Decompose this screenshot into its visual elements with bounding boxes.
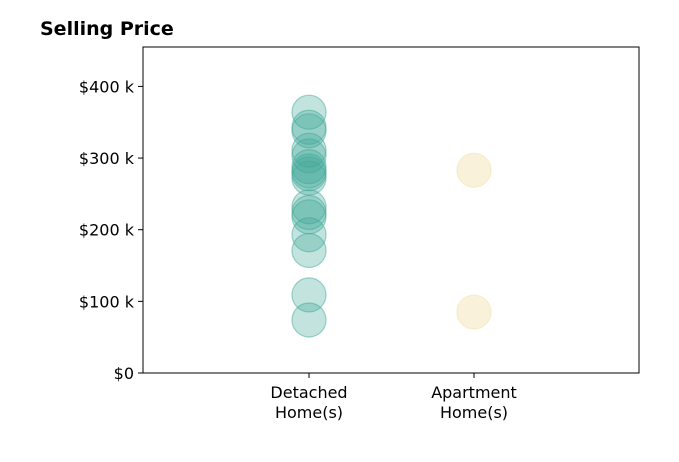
data-point <box>291 302 327 338</box>
y-tick-label: $400 k <box>79 77 135 96</box>
data-point <box>291 277 327 313</box>
data-point <box>456 152 492 188</box>
x-tick-label: Detached Home(s) <box>270 383 347 422</box>
y-tick-label: $300 k <box>79 149 135 168</box>
data-point <box>291 232 327 269</box>
chart-title: Selling Price <box>40 18 174 40</box>
y-tick-label: $0 <box>114 364 134 383</box>
scatter-points <box>291 94 492 338</box>
data-point <box>291 113 327 149</box>
x-tick-label: Apartment Home(s) <box>431 383 517 422</box>
y-axis: $0 $100 k $200 k $300 k $400 k <box>79 77 143 383</box>
data-point <box>291 94 327 130</box>
data-point <box>291 138 327 174</box>
y-tick-label: $100 k <box>79 292 135 311</box>
plot-area-frame <box>142 46 640 374</box>
data-point <box>456 294 492 330</box>
y-tick-label: $200 k <box>79 221 135 240</box>
data-point <box>291 217 327 253</box>
x-axis: Detached Home(s) Apartment Home(s) <box>270 373 517 422</box>
